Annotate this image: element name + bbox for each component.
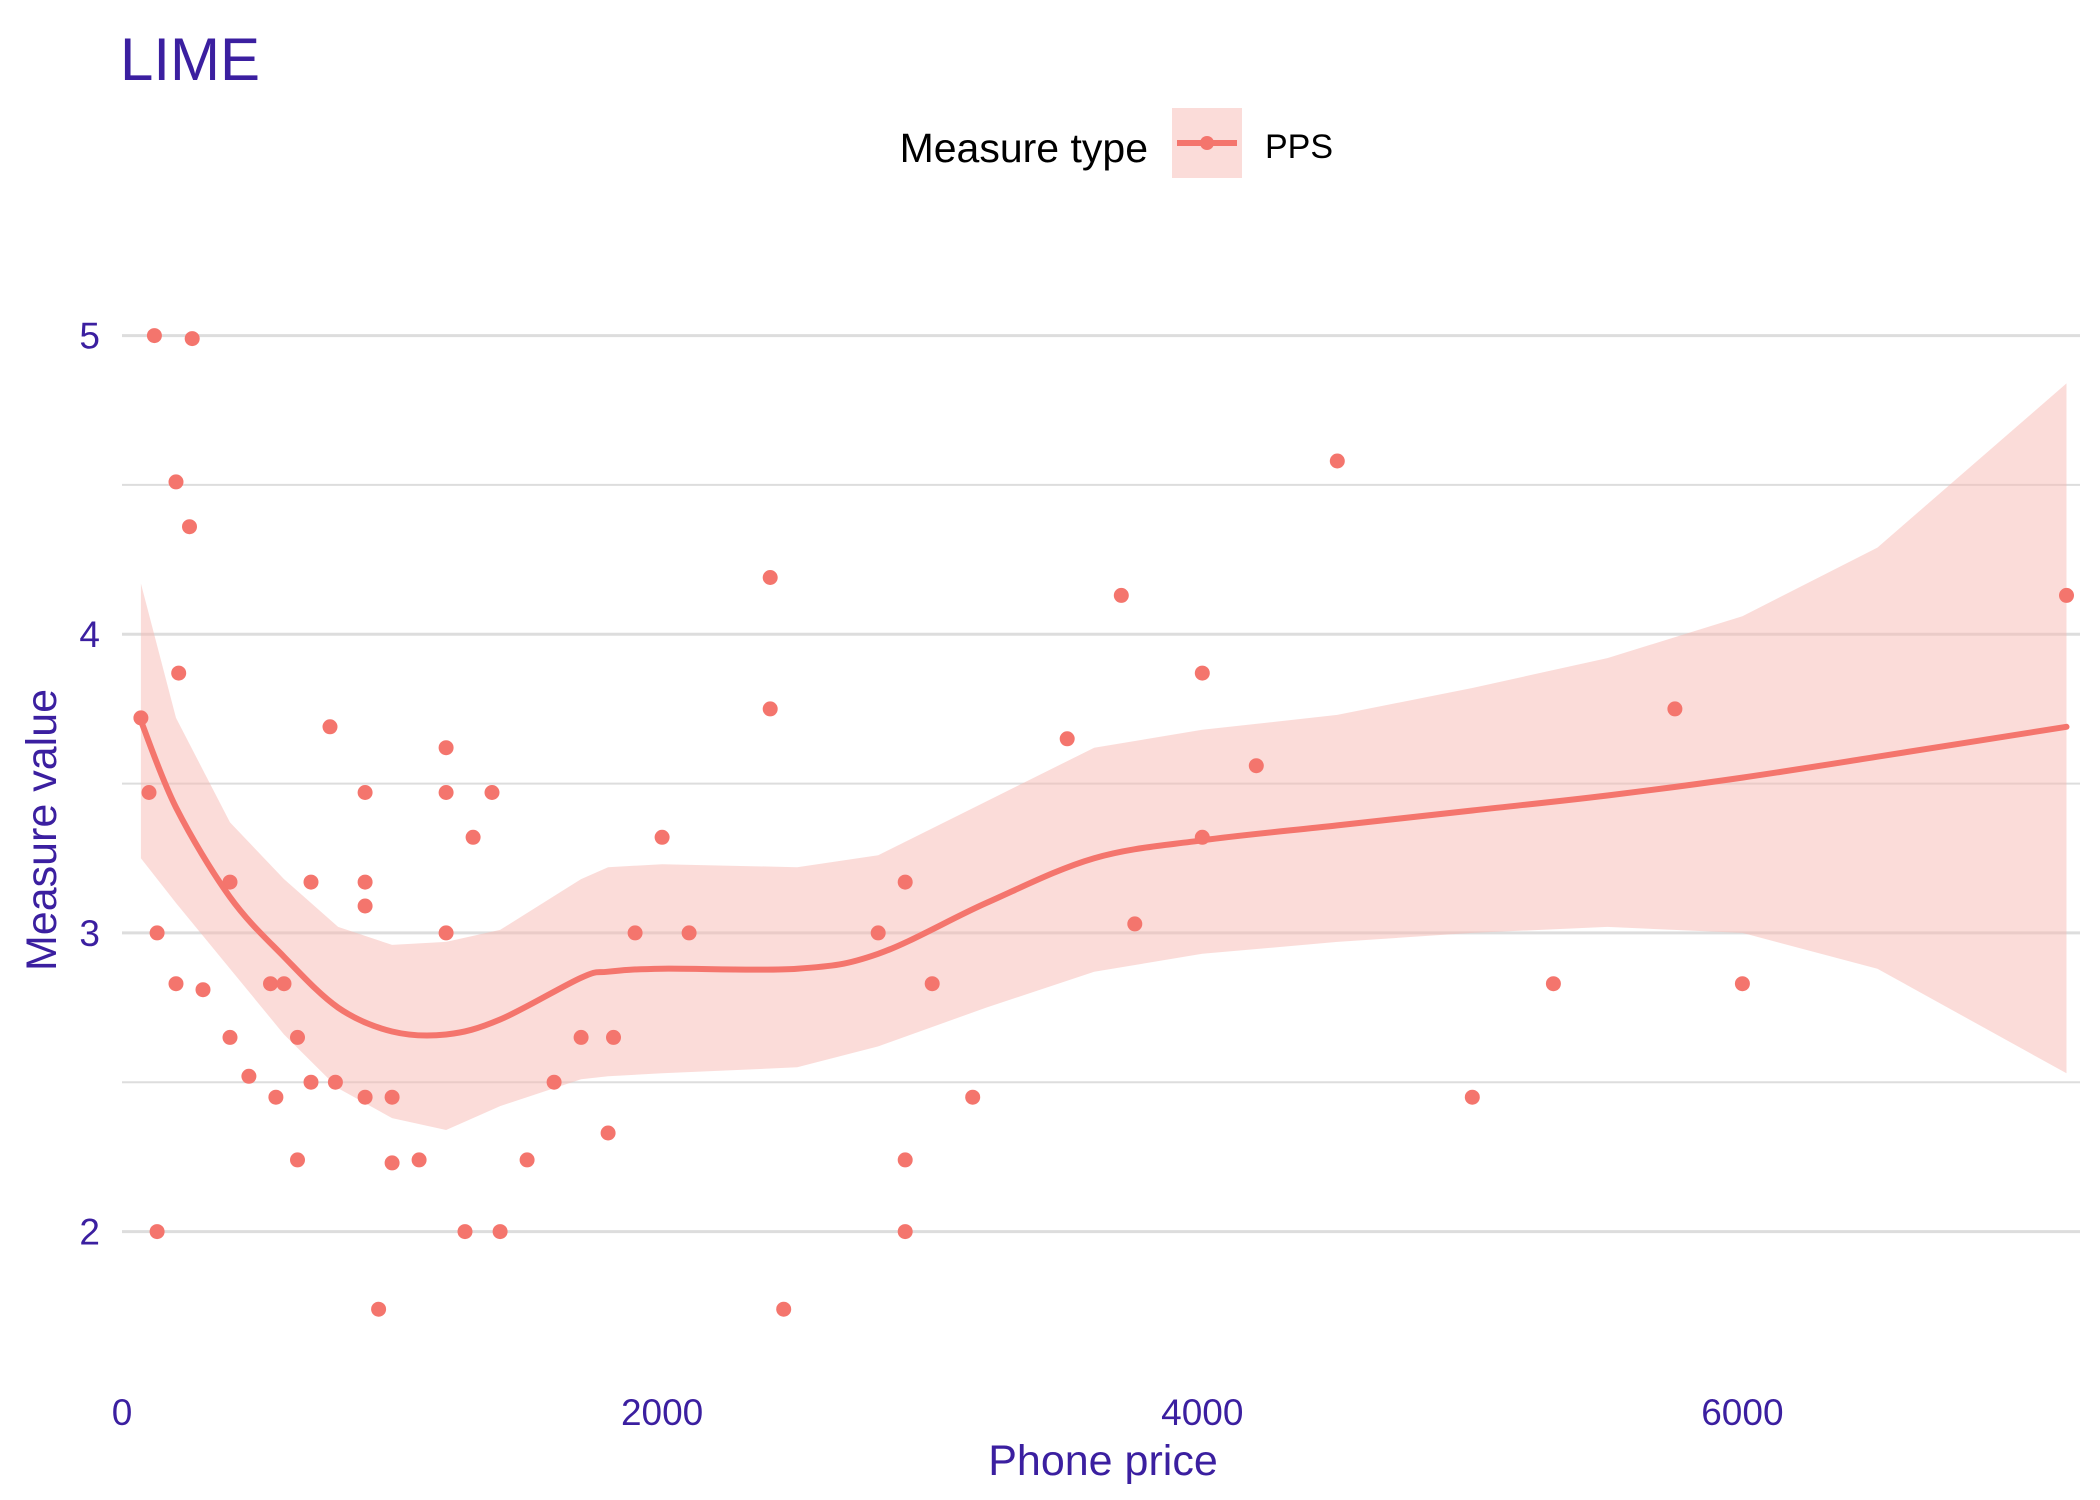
data-point [519, 1152, 535, 1168]
data-point [357, 898, 373, 914]
data-point [438, 925, 454, 941]
x-axis-ticks: 0 2000 4000 6000 [112, 1392, 1784, 1433]
data-point [263, 976, 278, 992]
data-point [290, 1152, 305, 1168]
data-point [465, 829, 481, 845]
data-point [133, 710, 149, 726]
data-point [168, 976, 184, 992]
confidence-ribbon [140, 383, 2067, 1130]
data-point [290, 1029, 305, 1045]
data-point [303, 1074, 319, 1090]
y-axis-title: Measure value [18, 689, 66, 971]
data-point [897, 1224, 913, 1240]
data-point [762, 570, 778, 585]
data-point [438, 740, 454, 756]
y-tick-label: 2 [79, 1212, 100, 1253]
legend: Measure type PPS [900, 108, 1333, 178]
data-point [327, 1074, 343, 1090]
data-point [384, 1089, 400, 1105]
data-point [184, 331, 200, 347]
data-point [357, 785, 373, 800]
data-point [371, 1301, 387, 1317]
data-point [241, 1068, 257, 1084]
y-tick-label: 3 [79, 913, 100, 954]
smooth-trend-line [137, 717, 2070, 1039]
data-point [357, 1089, 373, 1105]
data-point [681, 925, 697, 941]
data-point [222, 1029, 238, 1045]
data-point [600, 1125, 616, 1141]
data-point [546, 1074, 562, 1090]
data-point [1248, 758, 1264, 774]
x-tick-label: 4000 [1161, 1392, 1243, 1433]
data-point [146, 328, 162, 344]
data-point [776, 1301, 792, 1317]
data-point [411, 1152, 427, 1168]
data-point [222, 874, 238, 890]
chart-title: LIME [120, 26, 260, 93]
data-point [965, 1089, 981, 1105]
data-point [1329, 453, 1345, 469]
data-point [384, 1155, 400, 1171]
x-tick-label: 0 [112, 1392, 133, 1433]
data-point [2059, 587, 2074, 603]
data-point [897, 1152, 913, 1168]
data-point [573, 1029, 589, 1045]
data-points [133, 328, 2074, 1317]
data-point [762, 701, 778, 717]
data-point [195, 982, 211, 998]
data-point [1059, 731, 1075, 747]
data-point [1464, 1089, 1480, 1105]
x-tick-label: 2000 [621, 1392, 703, 1433]
data-point [149, 1224, 165, 1240]
data-point [1127, 916, 1143, 932]
data-point [492, 1224, 508, 1240]
data-point [1113, 587, 1129, 603]
data-point [438, 785, 454, 800]
data-point [182, 519, 197, 535]
legend-entry-pps: PPS [1265, 128, 1333, 166]
data-point [897, 874, 913, 890]
y-axis-ticks: 2 3 4 5 [79, 316, 100, 1253]
data-point [357, 874, 373, 890]
data-point [870, 925, 886, 941]
y-tick-label: 5 [79, 316, 100, 357]
y-tick-label: 4 [79, 614, 100, 655]
x-axis-title: Phone price [988, 1437, 1218, 1485]
x-tick-label: 6000 [1701, 1392, 1783, 1433]
legend-key-point [1200, 136, 1214, 150]
data-point [484, 785, 500, 800]
data-point [924, 976, 940, 992]
data-point [1545, 976, 1561, 992]
data-point [303, 874, 319, 890]
data-point [457, 1224, 473, 1240]
data-point [654, 829, 670, 845]
data-point [606, 1029, 621, 1045]
legend-title: Measure type [900, 125, 1148, 171]
data-point [322, 719, 338, 735]
data-point [149, 925, 165, 941]
data-point [1194, 665, 1210, 681]
data-point [171, 665, 187, 681]
data-point [627, 925, 643, 941]
data-point [141, 785, 157, 800]
data-point [1667, 701, 1683, 717]
data-point [168, 474, 184, 490]
data-point [268, 1089, 284, 1105]
data-point [276, 976, 292, 992]
data-point [1734, 976, 1750, 992]
